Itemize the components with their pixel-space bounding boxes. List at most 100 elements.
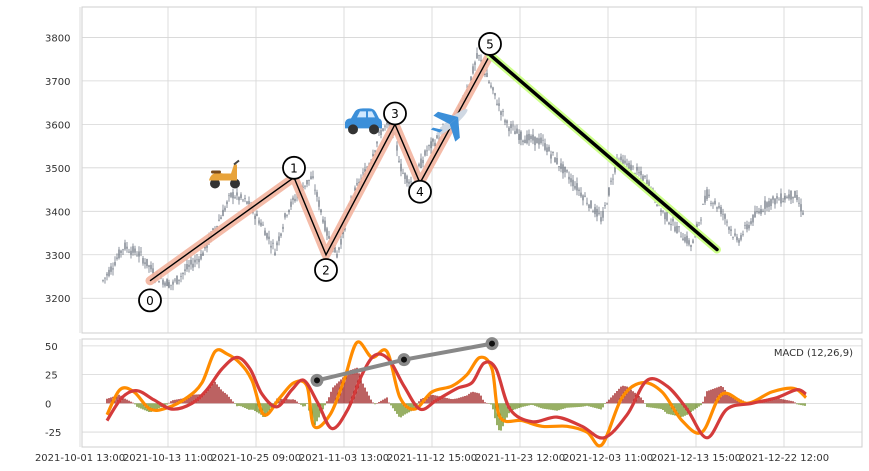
candle-body [528, 133, 530, 141]
macd-y-tick-label: 50 [45, 342, 58, 353]
candle-body [536, 138, 538, 144]
macd-y-tick-label: 0 [45, 399, 51, 410]
macd-histogram-bar [512, 403, 514, 411]
candle-body [578, 189, 580, 191]
candle-body [190, 259, 192, 265]
macd-histogram-bar [574, 403, 576, 408]
macd-histogram-bar [616, 390, 618, 404]
candle-body [404, 173, 406, 179]
macd-histogram-bar [640, 397, 642, 404]
macd-histogram-bar [386, 397, 388, 404]
macd-histogram-bar [558, 403, 560, 411]
macd-histogram-bar [472, 391, 474, 404]
macd-histogram-bar [600, 403, 602, 410]
candle-body [276, 242, 278, 246]
macd-histogram-bar [648, 403, 650, 408]
macd-histogram-bar [608, 399, 610, 404]
price-y-tick-label: 3300 [45, 251, 70, 262]
candle-body [338, 247, 340, 250]
candle-body [196, 259, 198, 261]
candle-body [526, 134, 528, 144]
candle-body [750, 221, 752, 224]
candle-body [702, 204, 704, 205]
macd-histogram-bar [494, 403, 496, 419]
candle-body [222, 209, 224, 217]
macd-histogram-bar [676, 403, 678, 416]
candle-body [762, 210, 764, 212]
macd-histogram-bar [662, 403, 664, 411]
candle-body [192, 263, 194, 268]
macd-histogram-bar [368, 395, 370, 404]
candle-body [130, 250, 132, 255]
candle-body [644, 175, 646, 178]
macd-histogram-bar [306, 403, 308, 404]
macd-histogram-bar [444, 397, 446, 404]
macd-histogram-bar [772, 397, 774, 404]
macd-histogram-bar [538, 403, 540, 408]
macd-histogram-bar [154, 403, 156, 411]
macd-histogram-bar [136, 403, 138, 407]
macd-histogram-bar [526, 403, 528, 406]
candle-body [280, 233, 282, 236]
macd-histogram-bar [280, 398, 282, 404]
macd-histogram-bar [372, 402, 374, 404]
candle-body [308, 179, 310, 181]
candle-body [218, 219, 220, 221]
macd-histogram-bar [654, 403, 656, 409]
macd-histogram-bar [696, 403, 698, 408]
candle-body [714, 200, 716, 205]
macd-histogram-bar [208, 386, 210, 404]
candle-body [576, 183, 578, 191]
macd-histogram-bar [804, 403, 806, 406]
macd-histogram-bar [460, 397, 462, 404]
macd-histogram-bar [602, 403, 604, 408]
candle-body [480, 59, 482, 61]
candle-body [320, 209, 322, 213]
macd-histogram-bar [630, 389, 632, 404]
macd-histogram-bar [488, 403, 490, 404]
macd-histogram-bar [596, 403, 598, 409]
macd-histogram-bar [734, 396, 736, 404]
candle-body [598, 212, 600, 214]
candle-body [686, 235, 688, 244]
candle-body [772, 196, 774, 200]
macd-histogram-bar [218, 386, 220, 404]
macd-histogram-bar [344, 375, 346, 404]
candle-body [516, 128, 518, 134]
candle-body [630, 164, 632, 171]
candle-body [120, 250, 122, 253]
macd-y-tick-label: -25 [45, 428, 61, 439]
candle-body [294, 198, 296, 202]
macd-histogram-bar [244, 403, 246, 409]
candle-body [568, 176, 570, 180]
candle-body [470, 76, 472, 82]
macd-histogram-bar [376, 403, 378, 404]
candle-body [380, 129, 382, 136]
macd-histogram-bar [350, 369, 352, 404]
candle-body [258, 220, 260, 224]
candle-body [766, 202, 768, 208]
car-window-left [357, 111, 366, 118]
macd-histogram-bar [268, 403, 270, 411]
candle-body [752, 214, 754, 223]
candle-body [720, 206, 722, 214]
macd-histogram-bar [322, 403, 324, 410]
price-panel-frame [81, 6, 863, 334]
macd-histogram-bar [314, 403, 316, 426]
candle-body [472, 66, 474, 74]
macd-histogram-bar [124, 398, 126, 404]
candle-body [770, 199, 772, 207]
candle-body [176, 275, 178, 285]
candle-body [184, 269, 186, 272]
scooter-body [209, 164, 237, 181]
x-tick-label: 2021-11-12 15:00 [387, 453, 477, 464]
macd-histogram-bar [364, 387, 366, 404]
candle-body [246, 201, 248, 204]
macd-histogram-bar [168, 402, 170, 404]
macd-histogram-bar [794, 402, 796, 404]
candle-body [262, 224, 264, 226]
x-tick-label: 2021-12-22 12:00 [739, 453, 829, 464]
macd-histogram-bar [156, 403, 158, 410]
candle-body [592, 211, 594, 213]
